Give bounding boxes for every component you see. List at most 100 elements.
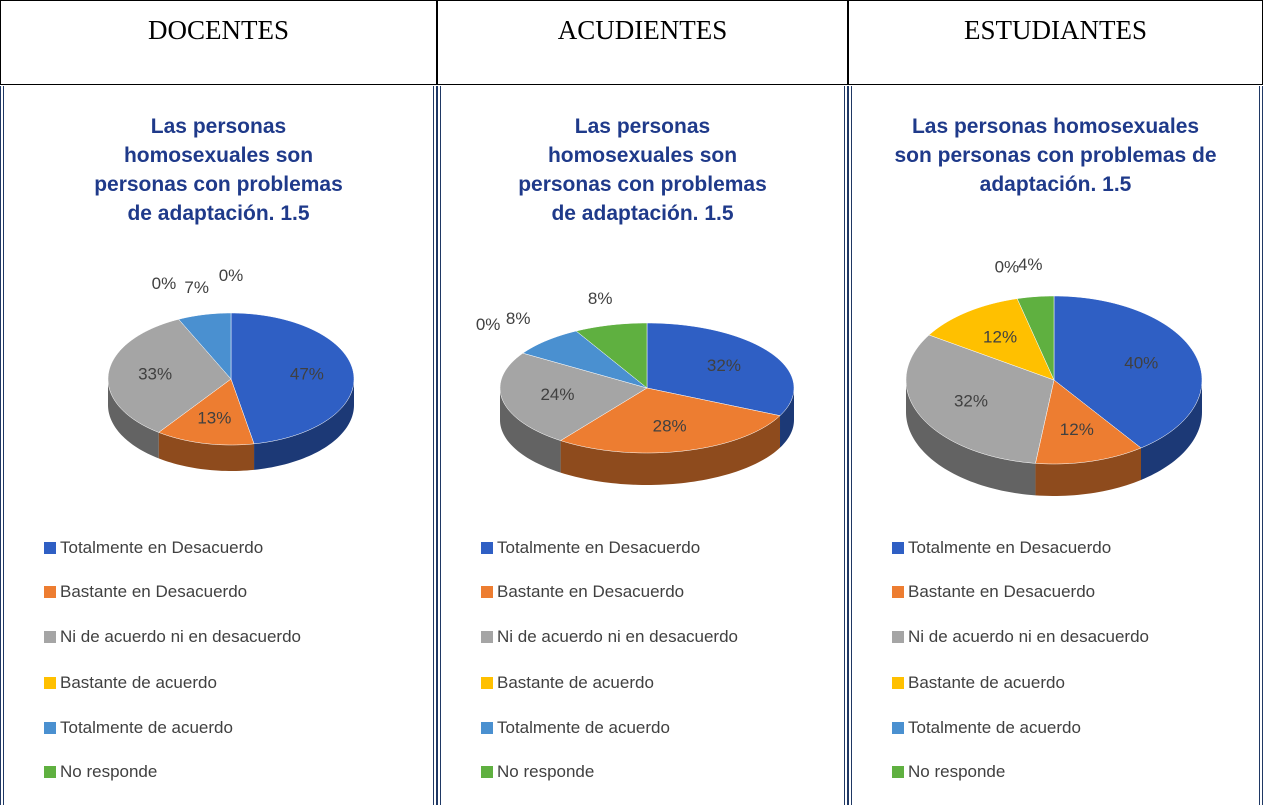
pie-slice	[522, 330, 648, 389]
legend-item: Bastante en Desacuerdo	[44, 582, 247, 602]
pie-slice	[559, 387, 781, 454]
data-label: 8%	[588, 289, 613, 308]
pie-slice	[928, 298, 1055, 381]
chart-panel: 47% 13% 33% 0% 7% 0% Las personas homosexuales…	[0, 86, 437, 805]
legend-item: Ni de acuerdo ni en desacuerdo	[481, 627, 738, 647]
pie-chart: 40% 12% 32% 12% 0%4%	[905, 255, 1203, 496]
data-label: 47%	[290, 365, 324, 384]
legend-item: Totalmente en Desacuerdo	[892, 538, 1111, 558]
legend-label: Totalmente de acuerdo	[60, 718, 233, 737]
slice-side	[906, 380, 1036, 496]
legend-label: Totalmente en Desacuerdo	[60, 538, 264, 557]
data-label: 0%	[995, 257, 1020, 276]
legend-swatch	[892, 766, 904, 778]
legend-swatch	[44, 722, 56, 734]
pie-slice	[575, 322, 648, 389]
pie-slice	[178, 312, 232, 380]
legend-swatch	[481, 766, 493, 778]
legend-item: No responde	[481, 762, 594, 782]
legend-swatch	[481, 542, 493, 554]
chart-title: Las personas homosexuales son personas c…	[94, 115, 343, 225]
legend-item: Totalmente de acuerdo	[481, 718, 670, 738]
data-label: 40%	[1124, 353, 1158, 372]
data-label: 8%	[506, 309, 531, 328]
legend-label: Bastante en Desacuerdo	[497, 582, 685, 601]
legend-item: Ni de acuerdo ni en desacuerdo	[44, 627, 301, 647]
legend-item: Totalmente en Desacuerdo	[44, 538, 263, 558]
data-label: 28%	[653, 417, 687, 436]
slice-side	[254, 379, 354, 470]
legend-swatch	[481, 722, 493, 734]
legend-label: Ni de acuerdo ni en desacuerdo	[60, 627, 301, 646]
legend-label: Totalmente en Desacuerdo	[497, 538, 701, 557]
chart-panel: 40% 12% 32% 12% 0% 4% Las personas homosexuale…	[848, 86, 1263, 805]
legend-swatch	[892, 677, 904, 689]
data-label: 24%	[540, 385, 574, 404]
column-header: ACUDIENTES	[437, 0, 848, 85]
pie-slice	[646, 322, 795, 416]
pie-slice	[1053, 295, 1203, 449]
legend-label: No responde	[497, 762, 595, 781]
legend-item: Bastante en Desacuerdo	[892, 582, 1095, 602]
pie-slice	[1035, 379, 1142, 465]
legend-item: Bastante en Desacuerdo	[481, 582, 684, 602]
pie-chart: 47% 13% 33% 0% 7% 0%	[107, 266, 355, 471]
legend-swatch	[481, 586, 493, 598]
slice-side	[1140, 380, 1202, 480]
data-label: 0%	[152, 274, 177, 293]
legend-label: Bastante de acuerdo	[60, 673, 217, 692]
legend-swatch	[44, 586, 56, 598]
legend-label: Bastante en Desacuerdo	[908, 582, 1096, 601]
column-header: ESTUDIANTES	[848, 0, 1263, 85]
pie-slice	[905, 334, 1055, 464]
legend-item: Totalmente de acuerdo	[44, 718, 233, 738]
legend-item: Bastante de acuerdo	[892, 673, 1065, 693]
legend-swatch	[892, 542, 904, 554]
slice-side	[158, 432, 255, 471]
data-label: 0%	[476, 315, 501, 334]
slice-side	[108, 379, 159, 459]
data-label: 33%	[138, 365, 172, 384]
legend-swatch	[892, 586, 904, 598]
data-label: 32%	[707, 356, 741, 375]
slice-side	[500, 388, 561, 473]
legend-swatch	[44, 766, 56, 778]
slice-side	[780, 388, 794, 448]
legend-item: Bastante de acuerdo	[44, 673, 217, 693]
legend-label: No responde	[60, 762, 158, 781]
pie-slice	[107, 318, 232, 433]
legend-label: Ni de acuerdo ni en desacuerdo	[908, 627, 1149, 646]
column-header: DOCENTES	[0, 0, 437, 85]
legend-item: No responde	[44, 762, 157, 782]
pie-slice	[499, 352, 648, 441]
data-label: 4%	[1018, 255, 1043, 274]
slice-side	[560, 415, 781, 485]
legend-swatch	[481, 677, 493, 689]
legend-label: Totalmente de acuerdo	[908, 718, 1081, 737]
data-label: 12%	[983, 327, 1017, 346]
legend-item: Totalmente en Desacuerdo	[481, 538, 700, 558]
legend-swatch	[44, 542, 56, 554]
pie-slice	[1016, 295, 1055, 381]
legend-item: Totalmente de acuerdo	[892, 718, 1081, 738]
pie-chart: 32% 28% 24% 0% 8% 8%	[476, 289, 795, 485]
legend-label: Bastante de acuerdo	[908, 673, 1065, 692]
legend-label: Totalmente de acuerdo	[497, 718, 670, 737]
data-label: 0%	[219, 266, 244, 285]
data-label: 12%	[1060, 420, 1094, 439]
slice-side	[1035, 447, 1141, 496]
legend-label: Bastante en Desacuerdo	[60, 582, 248, 601]
data-label: 7%	[184, 278, 209, 297]
legend-swatch	[892, 722, 904, 734]
legend-item: Bastante de acuerdo	[481, 673, 654, 693]
legend-label: Ni de acuerdo ni en desacuerdo	[497, 627, 738, 646]
legend-item: Ni de acuerdo ni en desacuerdo	[892, 627, 1149, 647]
legend-label: No responde	[908, 762, 1006, 781]
chart-panel: 32% 28% 24% 0% 8% 8% Las personas homosexuales…	[437, 86, 848, 805]
pie-slice	[230, 312, 355, 445]
chart-title: Las personas homosexuales son personas c…	[518, 115, 767, 225]
data-label: 13%	[197, 408, 231, 427]
data-label: 32%	[954, 392, 988, 411]
legend-swatch	[481, 631, 493, 643]
